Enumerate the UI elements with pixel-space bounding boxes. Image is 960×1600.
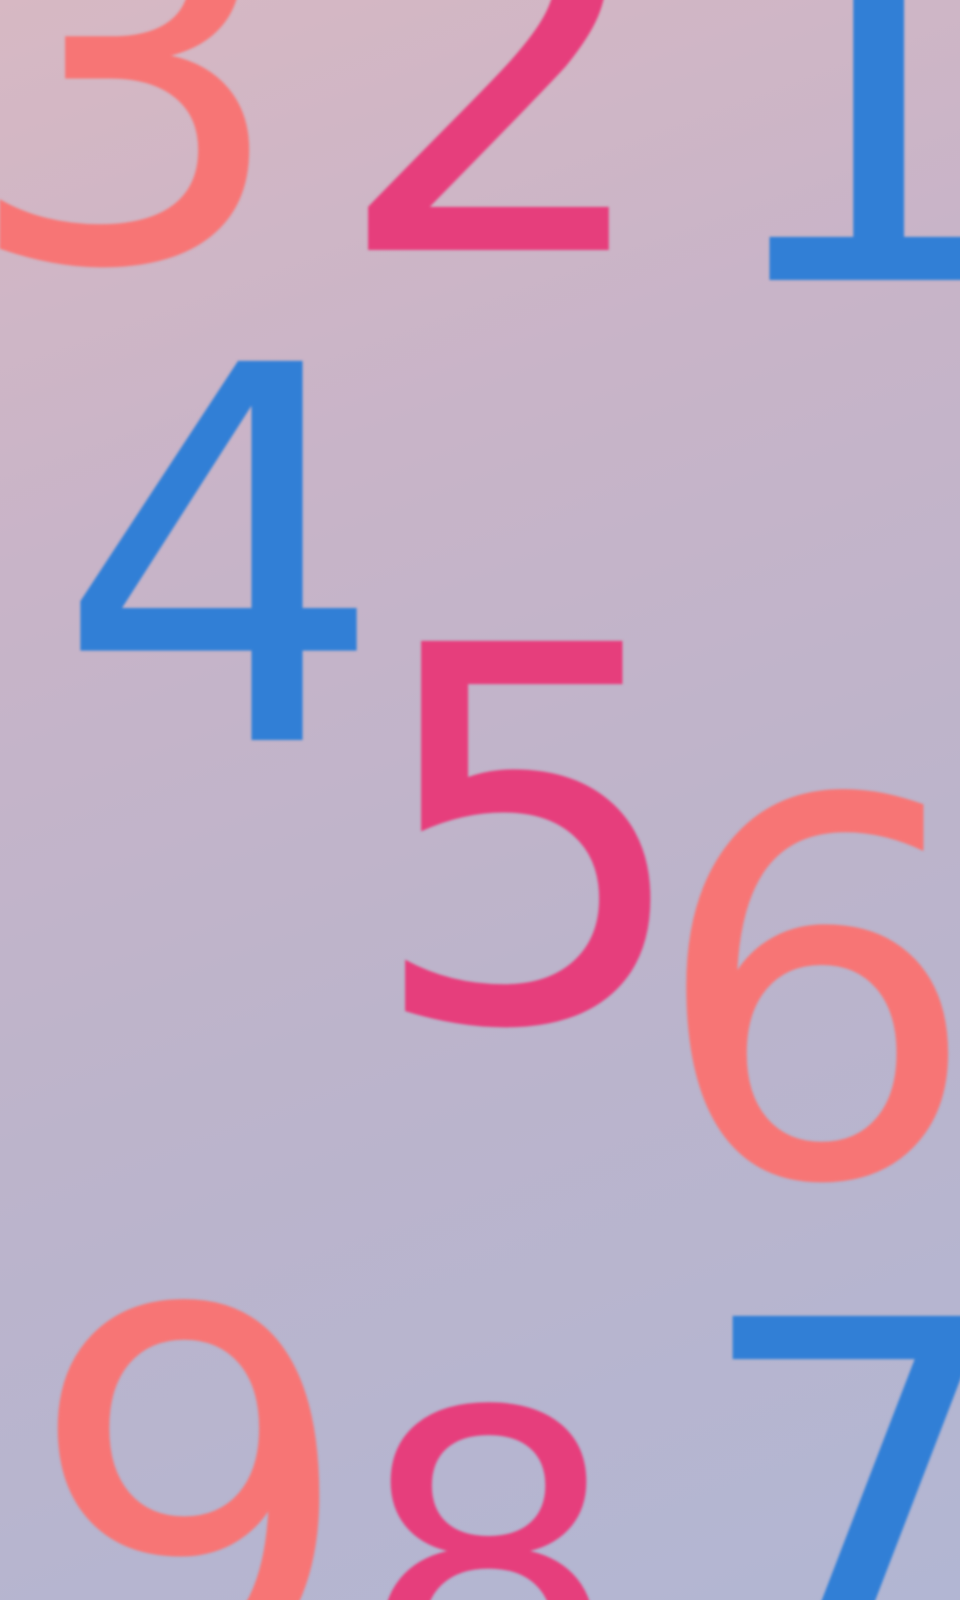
digit-six: 6 — [650, 692, 960, 1298]
digit-five: 5 — [365, 537, 696, 1143]
digit-nine: 9 — [25, 1202, 356, 1600]
digit-two: 2 — [330, 0, 661, 373]
digit-one: 1 — [705, 0, 960, 403]
digit-eight: 8 — [355, 1325, 623, 1600]
digit-seven: 7 — [690, 1212, 960, 1600]
digit-four: 4 — [55, 257, 386, 863]
digit-three: 3 — [0, 0, 291, 383]
